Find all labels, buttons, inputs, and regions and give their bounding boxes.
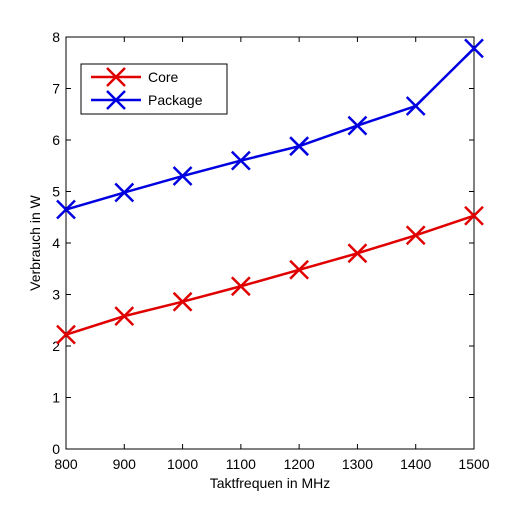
data-point-package (405, 96, 426, 116)
marker-stroke (405, 96, 426, 116)
x-tick-label: 900 (113, 456, 137, 472)
y-tick-label: 2 (52, 338, 60, 354)
y-tick-label: 8 (52, 29, 60, 45)
legend-marker-core (106, 67, 126, 87)
marker-stroke (56, 199, 76, 220)
series-line-package (65, 47, 475, 211)
data-point-package (56, 199, 76, 220)
x-tick-label: 1200 (284, 456, 315, 472)
y-tick-label: 5 (52, 184, 60, 200)
x-tick-label: 800 (54, 456, 78, 472)
data-point-core (289, 259, 310, 280)
marker-stroke (347, 243, 368, 264)
legend-label-package: Package (148, 92, 203, 108)
data-point-core (464, 205, 484, 226)
data-point-package (114, 182, 135, 203)
data-point-package (172, 166, 193, 186)
y-tick-label: 7 (52, 81, 60, 97)
data-point-core (56, 324, 76, 345)
y-tick-label: 4 (52, 235, 60, 251)
x-axis-label: Taktfrequen in MHz (210, 475, 331, 491)
marker-stroke (230, 150, 251, 171)
data-point-package (347, 115, 368, 136)
data-point-package (464, 38, 484, 59)
x-tick-label: 1100 (226, 456, 256, 472)
y-tick-label: 3 (52, 287, 60, 303)
x-tick-label: 1000 (167, 456, 198, 472)
marker-stroke (464, 205, 484, 226)
series-layer (56, 38, 484, 345)
x-tick-label: 1300 (342, 456, 373, 472)
marker-stroke (347, 115, 368, 136)
marker-stroke (405, 225, 426, 246)
marker-stroke (114, 306, 135, 327)
x-tick-label: 1500 (458, 456, 489, 472)
data-point-core (114, 306, 135, 327)
y-axis-label: Verbrauch in W (27, 194, 43, 290)
legend-label-core: Core (148, 69, 179, 85)
legend-marker-package (106, 90, 126, 110)
data-point-core (230, 276, 251, 297)
data-point-core (172, 291, 193, 312)
data-point-package (230, 150, 251, 171)
x-tick-label: 1400 (400, 456, 431, 472)
marker-stroke (289, 136, 310, 157)
legend: Core Package (80, 63, 228, 115)
marker-stroke (172, 291, 193, 312)
marker-stroke (289, 259, 310, 280)
y-tick-label: 6 (52, 132, 60, 148)
marker-stroke (114, 182, 135, 203)
legend-box (80, 63, 228, 115)
marker-stroke (106, 67, 126, 87)
marker-stroke (56, 324, 76, 345)
marker-stroke (230, 276, 251, 297)
data-point-package (289, 136, 310, 157)
data-point-core (405, 225, 426, 246)
data-point-core (347, 243, 368, 264)
marker-stroke (172, 166, 193, 186)
y-tick-label: 1 (52, 390, 60, 406)
y-tick-label: 0 (52, 441, 60, 457)
series-line-core (65, 214, 475, 336)
marker-stroke (464, 38, 484, 59)
marker-stroke (106, 90, 126, 110)
